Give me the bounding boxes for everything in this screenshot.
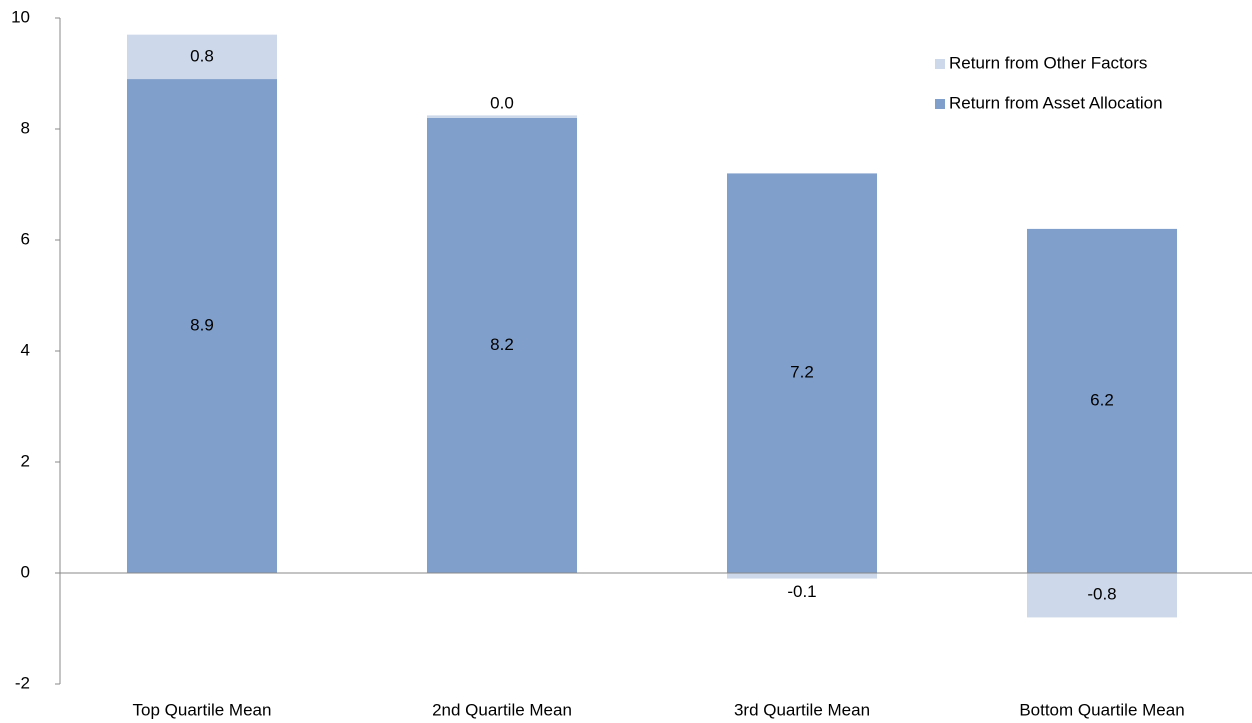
y-tick-label: 0: [21, 562, 30, 581]
data-label: 8.9: [190, 316, 214, 335]
bar-segment: [427, 117, 577, 574]
bar-segment: [1027, 228, 1177, 573]
legend-swatch: [935, 99, 945, 109]
bar-segment: [1027, 573, 1177, 618]
y-tick-label: 10: [11, 7, 30, 26]
y-tick-label: 6: [21, 229, 30, 248]
bar-segment: [127, 79, 277, 574]
bar-segment: [727, 573, 877, 579]
data-label: 6.2: [1090, 390, 1114, 409]
y-tick-label: 2: [21, 451, 30, 470]
data-label: 8.2: [490, 335, 514, 354]
bar-segment: [727, 173, 877, 573]
y-tick-label: 8: [21, 118, 30, 137]
x-tick-label: Top Quartile Mean: [133, 700, 272, 719]
bar-segment: [427, 115, 577, 118]
data-label: -0.1: [787, 582, 816, 601]
bar-segment: [127, 34, 277, 80]
y-tick-label: 4: [21, 340, 30, 359]
legend-label: Return from Other Factors: [949, 53, 1147, 72]
data-label: 0.0: [490, 93, 514, 112]
data-label: -0.8: [1087, 585, 1116, 604]
x-tick-label: Bottom Quartile Mean: [1019, 700, 1184, 719]
y-tick-label: -2: [15, 673, 30, 692]
data-label: 7.2: [790, 363, 814, 382]
legend-swatch: [935, 59, 945, 69]
x-tick-label: 2nd Quartile Mean: [432, 700, 572, 719]
x-tick-label: 3rd Quartile Mean: [734, 700, 870, 719]
data-label: 0.8: [190, 46, 214, 65]
legend-label: Return from Asset Allocation: [949, 93, 1163, 112]
